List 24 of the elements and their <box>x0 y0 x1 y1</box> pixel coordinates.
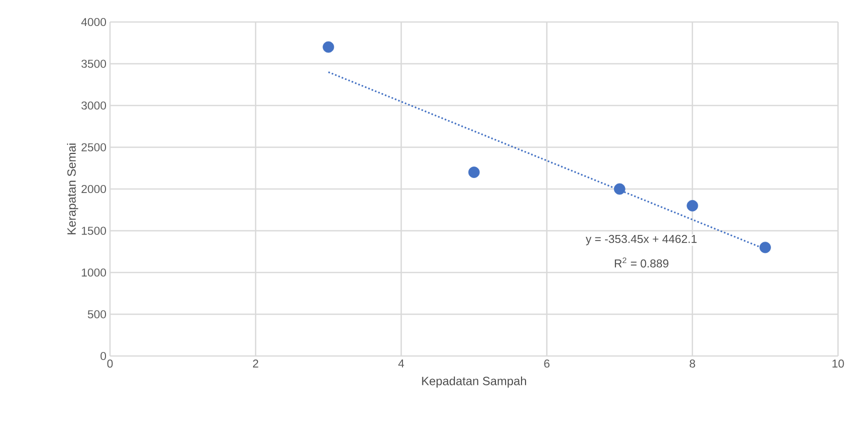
x-tick-label: 4 <box>398 360 404 368</box>
y-tick-label: 2000 <box>82 184 106 194</box>
y-axis-title: Kerapatan Semai <box>67 144 78 234</box>
x-tick-label: 0 <box>107 360 113 368</box>
y-tick-label: 1500 <box>82 226 106 235</box>
y-tick-label: 500 <box>88 310 106 318</box>
x-tick-label: 6 <box>544 360 550 368</box>
point <box>686 200 698 212</box>
x-tick-label: 2 <box>252 360 258 368</box>
y-tick-label: 3000 <box>81 101 106 110</box>
y-tick-label: 4000 <box>81 18 106 26</box>
point <box>760 242 771 254</box>
point <box>322 41 334 53</box>
y-tick-label: 0 <box>100 352 106 360</box>
y-tick-label: 1000 <box>82 268 106 277</box>
x-tick-label: 10 <box>832 360 844 368</box>
x-axis-title: Kepadatan Sampah <box>422 376 526 388</box>
y-tick-label: 2500 <box>82 143 106 152</box>
x-tick-label: 8 <box>690 360 696 368</box>
annotation: R$^{2}$ = 0.889 <box>614 257 668 268</box>
annotation: y = -353.45x + 4462.1 <box>586 234 697 246</box>
point <box>468 166 480 178</box>
y-tick-label: 3500 <box>81 60 106 68</box>
point <box>614 183 626 195</box>
